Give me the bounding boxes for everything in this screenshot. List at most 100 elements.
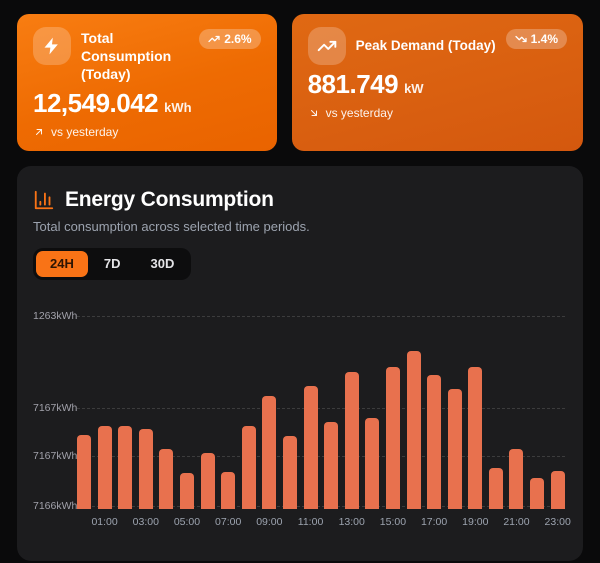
bar-14:00[interactable] [365,417,380,509]
y-axis-tick-label: 7167kWh [33,449,78,462]
chart-subtitle: Total consumption across selected time p… [33,218,310,234]
gridline [77,315,565,317]
bar-slot [241,316,256,509]
bar-slot [97,316,112,509]
card-title: Total Consumption (Today) [81,30,172,83]
bar-21:00[interactable] [509,448,524,509]
x-slot: 03:00 [133,516,159,530]
y-axis-tick-label: 7166kWh [33,499,78,512]
card-footer-label: vs yesterday [325,106,393,120]
bar-slot [530,316,545,509]
bar-slot [385,316,400,509]
x-slot [448,516,462,530]
bar-19:00[interactable] [468,366,483,509]
bar-slot [344,316,359,509]
x-slot: 09:00 [256,516,282,530]
tab-24h[interactable]: 24H [36,250,88,277]
x-slot: 07:00 [215,516,241,530]
card-title: Peak Demand (Today) [355,38,496,53]
bar-04:00[interactable] [159,448,174,509]
bar-22:00[interactable] [530,477,545,509]
x-slot: 05:00 [174,516,200,530]
x-slot [407,516,421,530]
bar-15:00[interactable] [385,366,400,509]
x-axis-tick-label: 21:00 [503,515,530,528]
x-slot [118,516,132,530]
total-consumption-card: Total Consumption (Today) 2.6% 12,549.04… [17,14,277,151]
gridline [77,407,565,409]
bar-13:00[interactable] [344,371,359,509]
x-axis-tick-label: 01:00 [91,515,118,528]
bar-slot [138,316,153,509]
x-slot: 23:00 [545,516,571,530]
card-value-row: 12,549.042 kWh [33,88,261,119]
gridline [77,505,565,507]
bar-slot [262,316,277,509]
x-axis-tick-label: 07:00 [215,515,242,528]
bar-10:00[interactable] [282,435,297,509]
x-slot: 17:00 [421,516,447,530]
bar-slot [221,316,236,509]
bar-slot [509,316,524,509]
chart-header: Energy Consumption [33,187,567,213]
x-slot: 01:00 [91,516,117,530]
card-footer: vs yesterday [33,125,261,139]
bar-slot [427,316,442,509]
x-axis-tick-label: 03:00 [132,515,159,528]
bar-slot [550,316,565,509]
peak-demand-unit: kW [404,81,424,96]
bar-slot [468,316,483,509]
bar-slot [282,316,297,509]
trend-badge: 2.6% [199,29,261,49]
x-axis-tick-label: 23:00 [544,515,571,528]
bar-07:00[interactable] [221,471,236,509]
tab-7d[interactable]: 7D [90,251,135,277]
x-slot [242,516,256,530]
x-slot: 13:00 [339,516,365,530]
bar-05:00[interactable] [179,472,194,509]
x-slot [324,516,338,530]
bar-12:00[interactable] [324,421,339,509]
x-axis-tick-label: 05:00 [173,515,201,528]
trend-badge-value: 2.6% [224,32,252,46]
bar-20:00[interactable] [488,467,503,509]
bar-slot [200,316,215,509]
tab-30d[interactable]: 30D [136,251,188,277]
x-slot: 15:00 [380,516,406,530]
x-axis-tick-label: 09:00 [256,515,283,528]
bar-03:00[interactable] [138,428,153,509]
bar-11:00[interactable] [303,385,318,509]
arrow-up-right-icon [33,126,45,138]
card-footer-label: vs yesterday [51,124,119,139]
chart-area: 1263kWh 7167kWh 7167kWh 7166kWh 01:00 03:00 0… [33,310,571,530]
bar-08:00[interactable] [241,425,256,509]
card-header: Total Consumption (Today) 2.6% [33,27,261,84]
energy-consumption-card: Energy Consumption Total consumption acr… [17,165,583,561]
bar-06:00[interactable] [200,452,215,509]
bar-00:00[interactable] [77,434,91,509]
bar-09:00[interactable] [262,395,277,509]
x-slot [283,516,297,530]
card-value-row: 881.749 kW [308,69,567,100]
card-header: Peak Demand (Today) 1.4% [307,27,567,65]
bar-slot [365,316,380,509]
bar-18:00[interactable] [447,388,462,509]
bar-16:00[interactable] [406,350,421,509]
bar-slot [303,316,318,509]
x-axis-tick-label: 17:00 [420,515,448,528]
bar-slot [159,316,174,509]
trending-down-icon [515,33,527,45]
trend-badge-value: 1.4% [530,32,558,46]
bar-01:00[interactable] [97,425,112,509]
x-slot [77,516,91,530]
time-range-tabs: 24H 7D 30D [33,247,192,280]
bar-23:00[interactable] [550,470,565,509]
bar-02:00[interactable] [118,425,133,509]
x-slot: 21:00 [503,516,529,530]
peak-demand-value: 881.749 [307,69,399,99]
card-footer: vs yesterday [308,106,567,120]
trending-up-icon [307,27,346,65]
stat-cards-row: Total Consumption (Today) 2.6% 12,549.04… [17,14,583,151]
zap-icon [33,27,71,65]
bar-17:00[interactable] [427,374,442,509]
